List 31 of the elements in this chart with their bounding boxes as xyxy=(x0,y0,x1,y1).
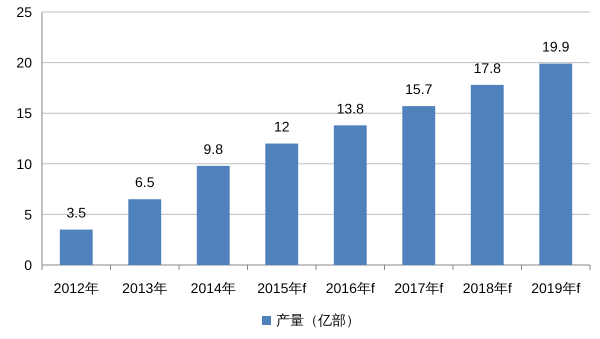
y-tick-label: 0 xyxy=(24,257,32,273)
data-label: 19.9 xyxy=(542,38,570,55)
data-label: 3.5 xyxy=(66,204,86,221)
bar xyxy=(334,125,367,265)
legend-label: 产量（亿部） xyxy=(276,312,360,328)
data-label: 9.8 xyxy=(204,140,224,157)
y-tick-label: 25 xyxy=(16,4,32,20)
bar xyxy=(265,144,298,265)
bar xyxy=(60,230,93,265)
x-tick-label: 2019年f xyxy=(531,280,580,296)
y-tick-label: 10 xyxy=(16,156,32,172)
x-tick-label: 2017年f xyxy=(394,280,444,296)
x-tick-label: 2018年f xyxy=(462,280,512,296)
data-label: 17.8 xyxy=(474,60,502,76)
data-label: 15.7 xyxy=(405,81,433,98)
bar xyxy=(196,166,230,265)
data-label: 12 xyxy=(274,118,290,135)
y-tick-label: 20 xyxy=(16,54,32,71)
bar xyxy=(128,199,162,265)
y-tick-label: 15 xyxy=(16,105,32,122)
x-tick-label: 2013年 xyxy=(122,280,168,296)
data-label: 13.8 xyxy=(336,100,364,116)
y-tick-label: 5 xyxy=(24,206,32,222)
x-tick-label: 2016年f xyxy=(326,280,375,296)
bar xyxy=(539,64,572,265)
bar xyxy=(470,84,504,265)
data-label: 6.5 xyxy=(135,174,155,190)
bar xyxy=(402,106,436,265)
x-tick-label: 2014年 xyxy=(190,280,236,296)
x-tick-label: 2012年 xyxy=(54,280,99,296)
x-tick-label: 2015年f xyxy=(257,280,306,296)
